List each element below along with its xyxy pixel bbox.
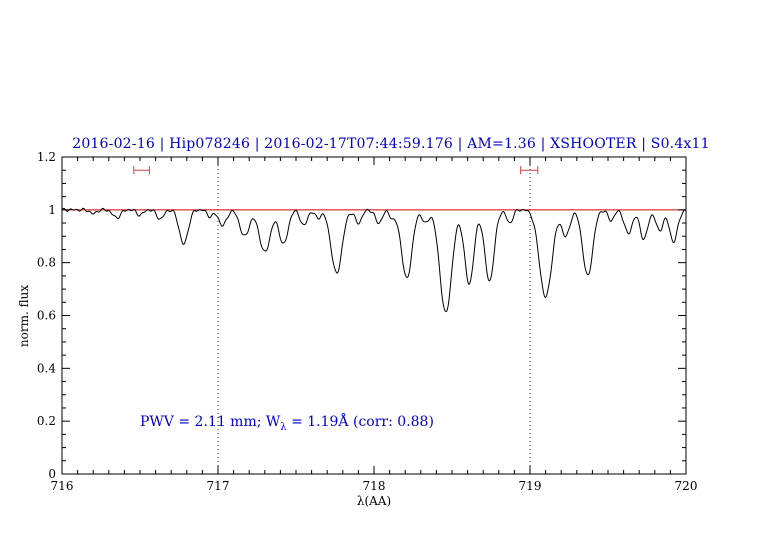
y-axis-label: norm. flux bbox=[17, 284, 31, 348]
x-tick-label: 719 bbox=[519, 479, 542, 493]
pwv-annotation-sub: λ bbox=[280, 421, 287, 433]
y-tick-label: 0.6 bbox=[37, 309, 56, 323]
y-tick-label: 0 bbox=[48, 467, 56, 481]
y-tick-label: 0.8 bbox=[37, 256, 56, 270]
y-tick-label: 1.2 bbox=[37, 150, 56, 164]
pwv-annotation: PWV = 2.11 mm; Wλ = 1.19Å (corr: 0.88) bbox=[140, 414, 434, 433]
pwv-annotation-prefix: PWV = 2.11 mm; W bbox=[140, 413, 281, 430]
y-tick-label: 0.4 bbox=[37, 361, 56, 375]
x-tick-label: 718 bbox=[363, 479, 386, 493]
x-tick-label: 720 bbox=[675, 479, 698, 493]
x-axis-label: λ(AA) bbox=[356, 494, 392, 508]
spectrum-line bbox=[61, 207, 687, 313]
pwv-annotation-suffix: = 1.19Å (corr: 0.88) bbox=[286, 413, 434, 430]
x-tick-label: 716 bbox=[51, 479, 74, 493]
y-tick-label: 0.2 bbox=[37, 414, 56, 428]
plot-title: 2016-02-16 | Hip078246 | 2016-02-17T07:4… bbox=[72, 136, 710, 152]
x-tick-label: 717 bbox=[207, 479, 230, 493]
y-tick-label: 1 bbox=[48, 203, 56, 217]
